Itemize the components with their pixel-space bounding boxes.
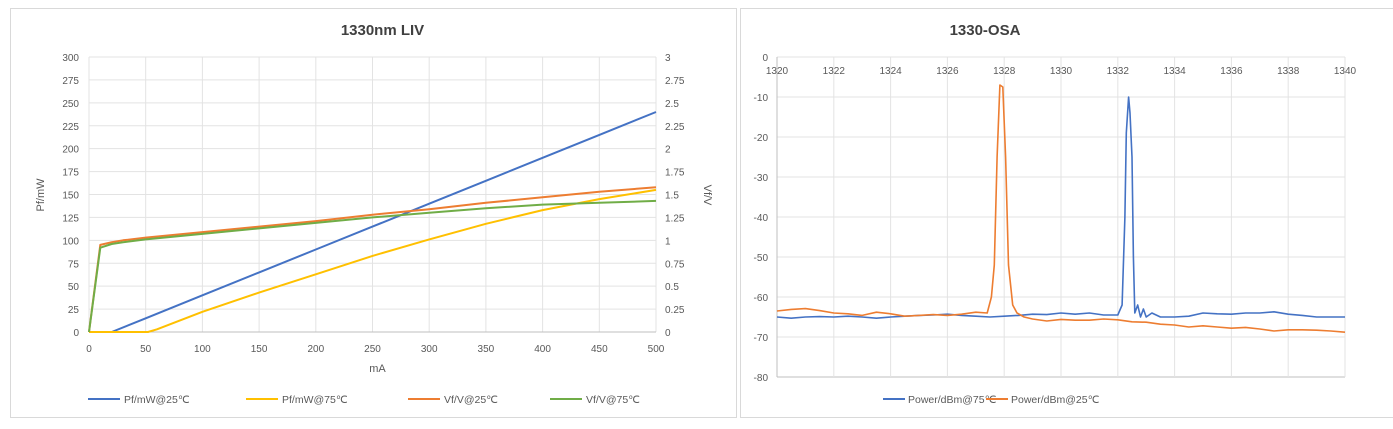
y-tick-label: 0 [762,53,768,64]
y-tick-label: -50 [754,253,769,264]
legend-label: Vf/V@75℃ [586,394,640,406]
series-line-1 [776,84,1346,333]
y-tick-label: 275 [62,76,79,87]
legend-label: Power/dBm@75℃ [908,394,997,406]
x-tick-label: 1324 [879,66,902,77]
y2-tick-label: 2.75 [665,76,685,87]
series-line-1 [89,188,657,333]
y2-tick-label: 2.5 [665,99,679,110]
chart-title: 1330nm LIV [341,22,424,39]
x-tick-label: 250 [364,344,381,355]
x-tick-label: 150 [251,344,268,355]
x-tick-label: 200 [307,344,324,355]
y-tick-label: 225 [62,122,79,133]
chart-title: 1330-OSA [950,22,1021,39]
x-tick-label: 0 [86,344,92,355]
y2-tick-label: 0.25 [665,305,685,316]
x-tick-label: 50 [140,344,152,355]
y-tick-label: -20 [754,133,769,144]
x-tick-label: 1340 [1334,66,1357,77]
y2-tick-label: 3 [665,53,671,64]
liv-chart-panel [10,8,737,418]
series-line-3 [88,199,657,333]
y-tick-label: -40 [754,213,769,224]
y2-tick-label: 1.25 [665,213,685,224]
series-line-0 [776,96,1345,320]
x-tick-label: 450 [591,344,608,355]
y-tick-label: -30 [754,173,769,184]
y-tick-label: 175 [62,168,79,179]
y-tick-label: 200 [62,145,79,156]
x-tick-label: 400 [534,344,551,355]
x-tick-label: 1326 [936,66,959,77]
x-tick-label: 1334 [1163,66,1186,77]
legend-label: Power/dBm@25℃ [1011,394,1100,406]
liv-chart: 1330nm LIV025507510012515017520022525027… [35,22,713,406]
y2-tick-label: 0.5 [665,282,679,293]
osa-chart-panel [740,8,1393,418]
y2-tick-label: 0.75 [665,259,685,270]
x-tick-label: 1338 [1277,66,1300,77]
series-line-2 [88,186,657,333]
y-tick-label: 75 [68,259,80,270]
y2-tick-label: 1 [665,236,671,247]
y-tick-label: 250 [62,99,79,110]
x-tick-label: 1322 [823,66,846,77]
y-tick-label: -80 [754,373,769,384]
y-tick-label: 25 [68,305,80,316]
y-tick-label: -70 [754,333,769,344]
y2-axis-title: Vf/V [701,185,713,206]
x-tick-label: 1320 [766,66,789,77]
y-tick-label: -10 [754,93,769,104]
y-tick-label: 150 [62,191,79,202]
y2-tick-label: 1.75 [665,168,685,179]
y2-tick-label: 0 [665,328,671,339]
x-tick-label: 1332 [1107,66,1130,77]
y-tick-label: 0 [73,328,79,339]
x-tick-label: 1336 [1220,66,1243,77]
y-tick-label: 50 [68,282,80,293]
y-tick-label: 125 [62,213,79,224]
y-tick-label: 300 [62,53,79,64]
y2-tick-label: 2 [665,145,671,156]
osa-chart: 1330-OSA 0 -10 -20 -30 -40 -50 -60 -70 -80 1320 132… [754,22,1357,406]
x-tick-label: 350 [478,344,495,355]
y-tick-label: 100 [62,236,79,247]
y2-tick-label: 2.25 [665,122,685,133]
x-tick-label: 100 [194,344,211,355]
x-tick-label: 500 [648,344,665,355]
y-axis-title: Pf/mW [35,178,47,212]
x-tick-label: 300 [421,344,438,355]
legend-label: Pf/mW@75℃ [282,394,348,406]
x-tick-label: 1328 [993,66,1016,77]
y-tick-label: -60 [754,293,769,304]
x-axis-title: mA [369,363,386,375]
y2-tick-label: 1.5 [665,191,679,202]
legend-label: Pf/mW@25℃ [124,394,190,406]
x-tick-label: 1330 [1050,66,1073,77]
legend-label: Vf/V@25℃ [444,394,498,406]
